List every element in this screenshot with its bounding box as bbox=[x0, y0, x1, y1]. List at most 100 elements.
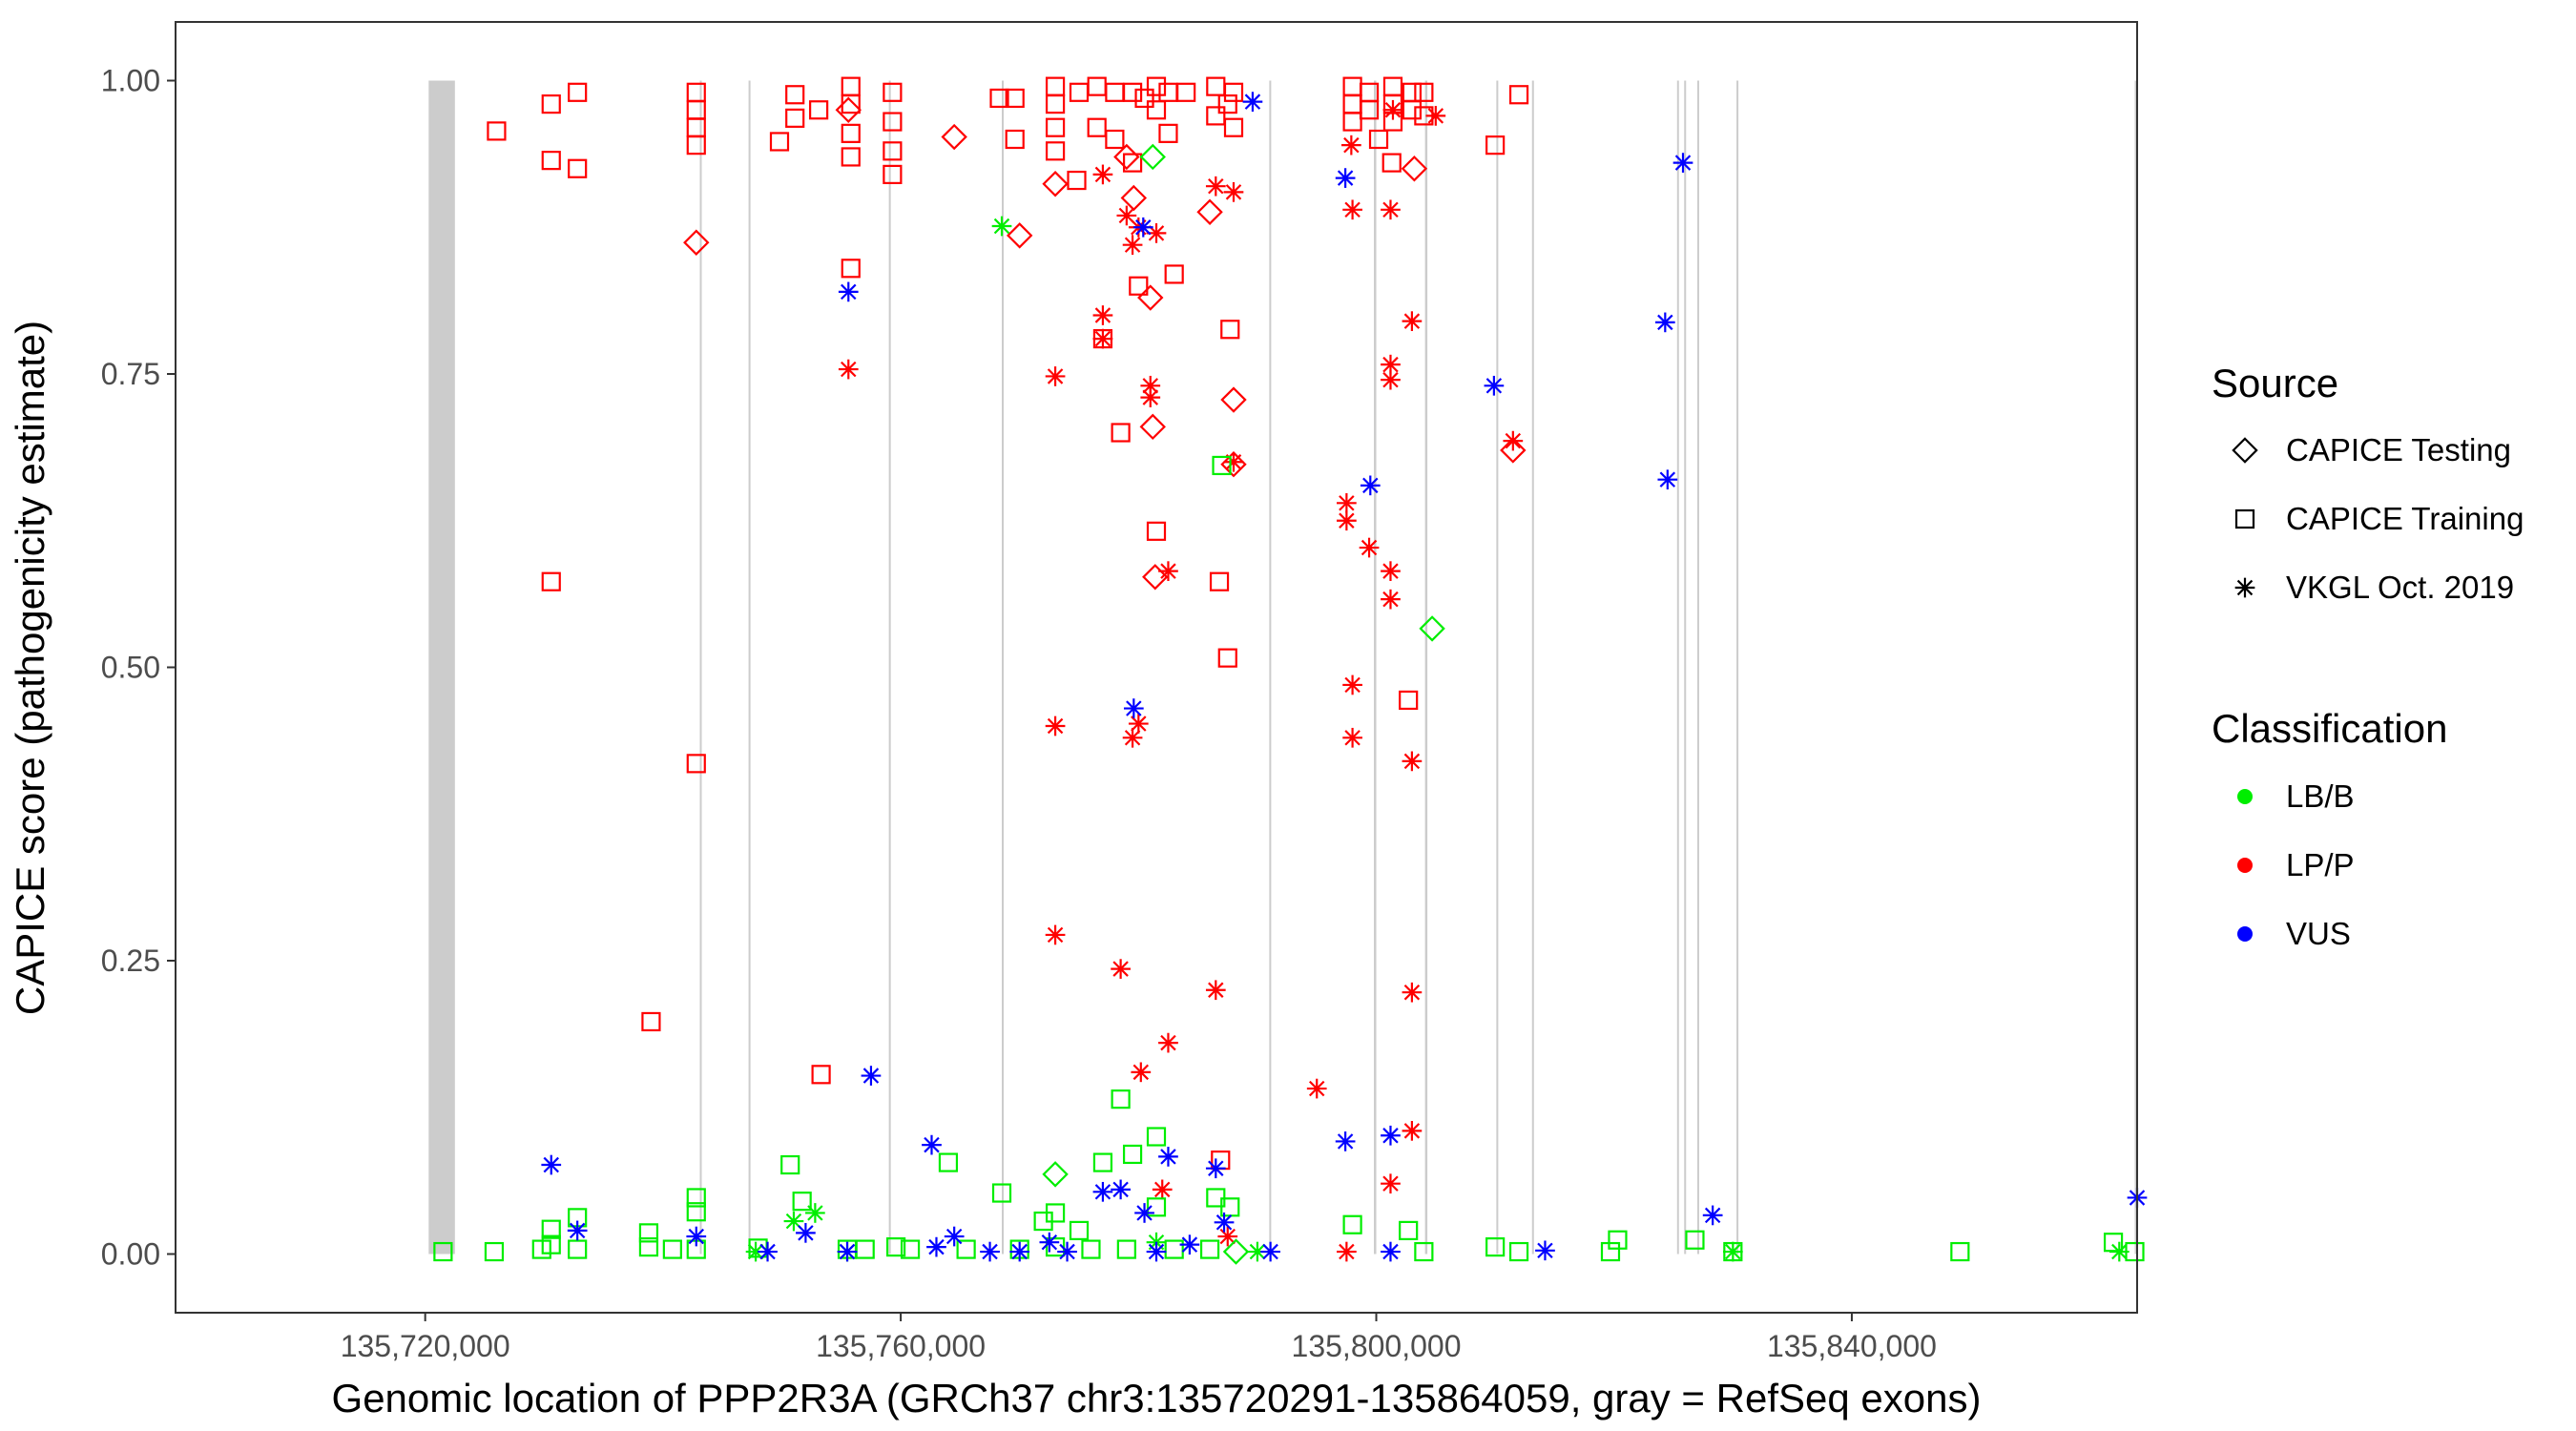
data-point bbox=[1005, 129, 1025, 150]
asterisk-stroke bbox=[1126, 700, 1142, 716]
asterisk-stroke bbox=[1124, 730, 1141, 746]
data-point bbox=[1111, 1089, 1131, 1110]
data-point bbox=[1702, 1205, 1723, 1226]
x-axis-label: Genomic location of PPP2R3A (GRCh37 chr3… bbox=[332, 1376, 1982, 1421]
data-point bbox=[1672, 153, 1693, 173]
square-marker bbox=[956, 1239, 976, 1259]
data-point bbox=[1146, 1197, 1167, 1217]
data-point bbox=[785, 85, 805, 105]
square-marker bbox=[1087, 117, 1107, 137]
asterisk-stroke bbox=[1215, 1214, 1233, 1231]
square-marker bbox=[841, 147, 861, 167]
data-point bbox=[835, 96, 862, 123]
data-point bbox=[1950, 1241, 1970, 1262]
legend-classification-title: Classification bbox=[2212, 706, 2447, 751]
asterisk-stroke bbox=[1382, 201, 1399, 218]
data-point bbox=[686, 1188, 706, 1208]
asterisk-stroke bbox=[1382, 563, 1399, 579]
square-marker bbox=[1045, 1203, 1066, 1223]
y-axis-label: CAPICE score (pathogenicity estimate) bbox=[8, 321, 52, 1015]
data-point bbox=[1146, 100, 1167, 120]
data-point bbox=[1152, 1179, 1173, 1200]
data-point bbox=[1146, 521, 1167, 541]
exon-band bbox=[1531, 80, 1534, 1255]
data-point bbox=[1122, 153, 1143, 173]
data-point bbox=[980, 1241, 1000, 1262]
data-point bbox=[1158, 123, 1178, 143]
data-point bbox=[1217, 93, 1237, 114]
asterisk-stroke bbox=[1382, 591, 1399, 608]
data-point bbox=[855, 1239, 875, 1259]
data-point bbox=[541, 1219, 561, 1239]
square-marker bbox=[1146, 100, 1167, 120]
data-point bbox=[1485, 1237, 1506, 1257]
data-point bbox=[1132, 217, 1153, 238]
data-point bbox=[785, 108, 805, 128]
asterisk-stroke bbox=[1112, 1181, 1129, 1198]
data-point bbox=[1222, 1238, 1250, 1265]
data-point bbox=[1335, 1131, 1356, 1151]
data-point bbox=[1401, 156, 1428, 182]
data-point bbox=[1067, 170, 1087, 191]
data-point bbox=[900, 1239, 921, 1259]
square-marker bbox=[1199, 1239, 1220, 1259]
data-point bbox=[1342, 674, 1362, 695]
data-point bbox=[1139, 143, 1166, 171]
data-point bbox=[838, 281, 859, 302]
data-point bbox=[1217, 648, 1237, 668]
data-point bbox=[1179, 1234, 1200, 1255]
square-marker bbox=[883, 164, 903, 184]
square-marker bbox=[1600, 1241, 1621, 1262]
square-marker bbox=[1045, 117, 1066, 137]
square-marker bbox=[1164, 1239, 1184, 1259]
square-marker bbox=[1508, 85, 1529, 105]
data-point bbox=[841, 147, 861, 167]
square-marker bbox=[1005, 88, 1025, 109]
data-point bbox=[805, 1203, 825, 1223]
data-point bbox=[686, 1226, 707, 1247]
square-marker bbox=[1217, 93, 1237, 114]
square-marker bbox=[1414, 82, 1434, 102]
exon-band bbox=[1424, 80, 1428, 1255]
data-point bbox=[1111, 1179, 1131, 1200]
square-marker bbox=[1146, 76, 1167, 96]
asterisk-stroke bbox=[1362, 477, 1379, 494]
asterisk-stroke bbox=[1344, 730, 1361, 746]
square-marker bbox=[1122, 1144, 1143, 1165]
data-point bbox=[1111, 423, 1131, 443]
diamond-marker bbox=[2232, 437, 2258, 464]
asterisk-stroke bbox=[1131, 716, 1147, 732]
asterisk-stroke bbox=[1094, 166, 1111, 183]
legend-class-item: VUS bbox=[2237, 916, 2351, 951]
asterisk-stroke bbox=[1725, 1243, 1741, 1260]
exon-band bbox=[888, 80, 891, 1255]
data-point bbox=[567, 1220, 588, 1241]
square-marker bbox=[1146, 1197, 1167, 1217]
asterisk-stroke bbox=[862, 1068, 880, 1084]
data-point bbox=[1045, 141, 1066, 161]
legend-key-diamond bbox=[2232, 437, 2258, 464]
diamond-marker bbox=[1042, 1161, 1069, 1188]
data-point bbox=[1205, 176, 1226, 197]
square-marker bbox=[1212, 455, 1232, 476]
data-point bbox=[1484, 375, 1505, 396]
data-point bbox=[1381, 1125, 1401, 1146]
square-marker bbox=[686, 1188, 706, 1208]
data-point bbox=[991, 1183, 1012, 1203]
legend-key-asterisk bbox=[2234, 577, 2255, 598]
data-points bbox=[433, 76, 2148, 1265]
asterisk-stroke bbox=[1041, 1234, 1058, 1251]
square-marker bbox=[1402, 100, 1423, 120]
square-marker bbox=[1223, 117, 1244, 137]
square-marker bbox=[1414, 1241, 1434, 1262]
asterisk-stroke bbox=[1505, 432, 1522, 449]
data-point bbox=[1140, 387, 1161, 407]
exon-band bbox=[1269, 80, 1272, 1255]
legend-source-label: CAPICE Training bbox=[2286, 501, 2524, 536]
asterisk-stroke bbox=[1208, 1160, 1224, 1176]
square-marker bbox=[1105, 129, 1125, 150]
legend-class-label: VUS bbox=[2286, 916, 2351, 951]
data-point bbox=[1196, 198, 1223, 225]
asterisk-stroke bbox=[1094, 307, 1111, 323]
asterisk-stroke bbox=[1160, 563, 1176, 579]
